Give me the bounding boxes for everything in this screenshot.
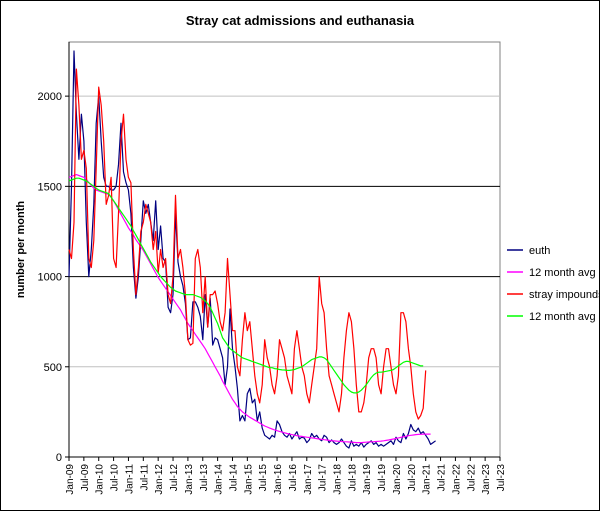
x-tick-label: Jan-11 [124,464,135,494]
plot-area: 0 500 1000 1500 2000 number per month Jan-09 Ju… [15,41,507,495]
x-tick-label: Jul-12 [169,464,180,492]
x-tick-label: Jul-14 [228,464,239,492]
x-tick-label: Jul-20 [407,464,418,492]
x-tick-label: Jan-20 [392,464,403,495]
x-tick-label: Jan-21 [422,464,433,495]
y-tick-label: 0 [56,452,62,464]
y-tick-label: 1000 [38,272,62,284]
y-tick-label: 1500 [38,181,62,193]
x-tick-label: Jul-17 [318,464,329,492]
series-line-1 [68,50,436,449]
y-tick-label: 2000 [38,91,62,103]
x-tick-label: Jan-09 [65,464,76,495]
legend-label-3: stray impounds [529,289,600,301]
x-tick-label: Jan-17 [303,464,314,495]
x-tick-label: Jan-16 [273,464,284,495]
x-tick-label: Jan-14 [214,464,225,495]
series-line-4 [68,177,424,394]
x-tick-label: Jul-13 [199,464,210,492]
y-axis-label: number per month [15,201,27,298]
x-tick-label: Jul-22 [466,464,477,492]
x-tick-label: Jul-21 [437,464,448,492]
x-tick-label: Jul-10 [110,464,121,492]
x-tick-label: Jan-13 [184,464,195,495]
legend: euth 12 month avg stray impounds 12 month a… [507,245,600,323]
legend-label-4: 12 month avg [529,311,596,323]
x-tick-label: Jul-18 [347,464,358,492]
x-tick-label: Jan-10 [95,464,106,495]
x-tick-label: Jan-12 [154,464,165,495]
series-line-2 [68,174,431,444]
chart-title: Stray cat admissions and euthanasia [185,13,415,28]
legend-label-1: euth [529,245,550,257]
x-tick-label: Jan-19 [362,464,373,495]
x-tick-label: Jul-23 [496,464,507,492]
y-tick-label: 500 [44,362,62,374]
legend-label-2: 12 month avg [529,267,596,279]
x-tick-label: Jan-18 [333,464,344,495]
x-tick-label: Jan-22 [451,464,462,495]
x-tick-label: Jul-11 [139,464,150,491]
x-tick-label: Jul-16 [288,464,299,492]
x-tick-label: Jan-15 [243,464,254,495]
x-tick-label: Jan-23 [481,464,492,495]
plot-background [68,41,501,458]
x-tick-label: Jul-09 [80,464,91,492]
x-tick-label: Jul-15 [258,464,269,492]
x-tick-label: Jul-19 [377,464,388,492]
